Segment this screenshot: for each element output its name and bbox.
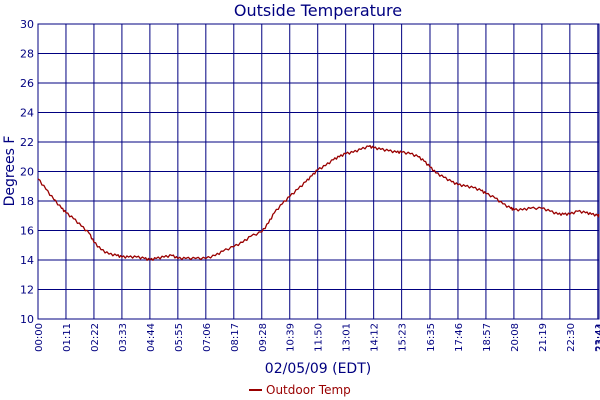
x-tick-label-13: 15:23 xyxy=(398,323,409,352)
x-tick-label-14: 16:35 xyxy=(426,323,437,352)
y-tick-label-6: 22 xyxy=(20,136,34,149)
x-tick-label-16: 18:57 xyxy=(482,323,493,352)
y-tick-label-9: 28 xyxy=(20,48,34,61)
y-tick-label-2: 14 xyxy=(20,254,34,267)
y-tick-label-7: 24 xyxy=(20,107,34,120)
x-tick-label-19: 22:30 xyxy=(566,323,577,352)
x-tick-label-0: 00:00 xyxy=(34,323,45,352)
x-tick-label-18: 21:19 xyxy=(538,323,549,352)
x-tick-label-21: 23:44 xyxy=(595,323,600,352)
x-tick-label-1: 01:11 xyxy=(62,323,73,352)
x-axis-label: 02/05/09 (EDT) xyxy=(265,361,371,377)
x-axis-ticks: 00:00 01:11 02:22 03:33 04:44 05:55 07:06 08:17… xyxy=(34,323,600,352)
y-axis-label: Degrees F xyxy=(2,136,18,207)
x-tick-label-2: 02:22 xyxy=(90,323,101,352)
legend-label-outdoor-temp: Outdoor Temp xyxy=(266,383,351,397)
y-tick-label-1: 12 xyxy=(20,284,34,297)
x-tick-label-8: 09:28 xyxy=(258,323,269,352)
x-tick-label-10: 11:50 xyxy=(314,323,325,352)
y-axis-ticks: 10 12 14 16 18 20 22 24 26 28 30 xyxy=(20,18,34,326)
y-tick-label-3: 16 xyxy=(20,225,34,238)
series-line-outdoor-temp xyxy=(37,144,600,261)
plot-area-frame xyxy=(37,23,600,320)
x-tick-label-20: 23:41 xyxy=(594,323,600,352)
x-tick-label-6: 07:06 xyxy=(202,323,213,352)
x-tick-label-17: 20:08 xyxy=(510,323,521,352)
x-tick-label-5: 05:55 xyxy=(174,323,185,352)
x-tick-label-9: 10:39 xyxy=(286,323,297,352)
x-tick-label-4: 04:44 xyxy=(146,323,157,352)
grid-lines xyxy=(37,23,600,320)
x-tick-label-12: 14:12 xyxy=(370,323,381,352)
x-tick-label-11: 13:01 xyxy=(342,323,353,352)
y-tick-label-10: 30 xyxy=(20,18,34,31)
y-tick-label-0: 10 xyxy=(20,313,34,326)
x-tick-label-3: 03:33 xyxy=(118,323,129,352)
chart-title: Outside Temperature xyxy=(234,1,402,20)
x-tick-label-7: 08:17 xyxy=(230,323,241,352)
x-tick-label-15: 17:46 xyxy=(454,323,465,352)
y-tick-label-8: 26 xyxy=(20,77,34,90)
legend: Outdoor Temp xyxy=(249,383,351,397)
y-tick-label-5: 20 xyxy=(20,166,34,179)
y-tick-label-4: 18 xyxy=(20,195,34,208)
